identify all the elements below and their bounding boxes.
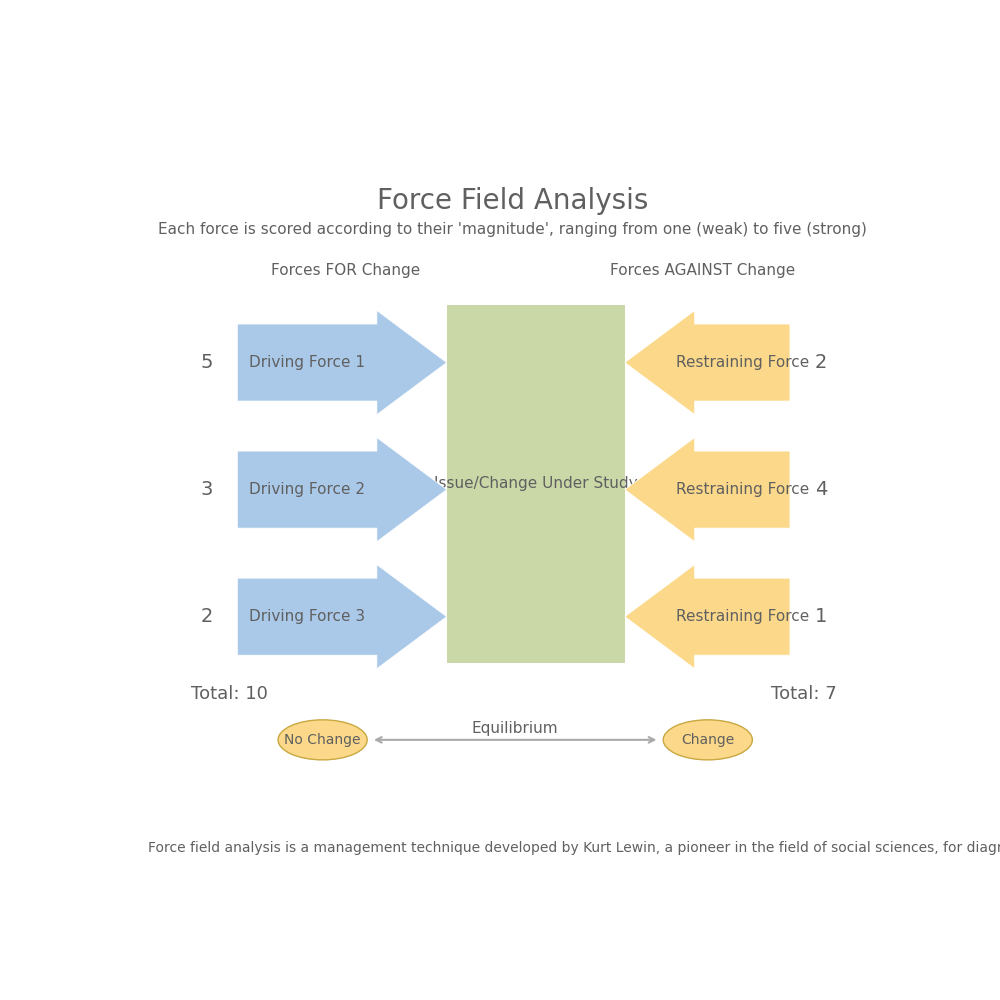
Text: Force field analysis is a management technique developed by Kurt Lewin, a pionee: Force field analysis is a management tec…: [148, 841, 1000, 855]
Text: Each force is scored according to their 'magnitude', ranging from one (weak) to : Each force is scored according to their …: [158, 222, 867, 237]
Bar: [447, 305, 625, 663]
Text: Force Field Analysis: Force Field Analysis: [377, 187, 648, 215]
Polygon shape: [625, 311, 790, 415]
Text: Restraining Force: Restraining Force: [676, 609, 809, 624]
Polygon shape: [237, 311, 447, 415]
Text: Restraining Force: Restraining Force: [676, 355, 809, 370]
Text: 1: 1: [815, 607, 827, 626]
Text: Driving Force 1: Driving Force 1: [249, 355, 365, 370]
Text: Driving Force 3: Driving Force 3: [249, 609, 365, 624]
Text: 4: 4: [815, 480, 827, 499]
Polygon shape: [237, 438, 447, 542]
Text: Issue/Change Under Study: Issue/Change Under Study: [434, 476, 638, 491]
Text: No Change: No Change: [284, 733, 361, 747]
Text: Forces FOR Change: Forces FOR Change: [271, 263, 420, 278]
Polygon shape: [625, 565, 790, 669]
Text: 3: 3: [200, 480, 213, 499]
Text: Forces AGAINST Change: Forces AGAINST Change: [610, 263, 795, 278]
Ellipse shape: [278, 720, 367, 760]
Text: 2: 2: [815, 353, 827, 372]
Text: Driving Force 2: Driving Force 2: [249, 482, 365, 497]
Polygon shape: [625, 438, 790, 542]
Text: Total: 10: Total: 10: [191, 685, 268, 703]
Text: Change: Change: [681, 733, 734, 747]
Text: Equilibrium: Equilibrium: [472, 721, 559, 736]
Text: 2: 2: [200, 607, 213, 626]
Text: Restraining Force: Restraining Force: [676, 482, 809, 497]
Ellipse shape: [663, 720, 752, 760]
Polygon shape: [237, 565, 447, 669]
Text: 5: 5: [200, 353, 213, 372]
Text: Total: 7: Total: 7: [771, 685, 836, 703]
